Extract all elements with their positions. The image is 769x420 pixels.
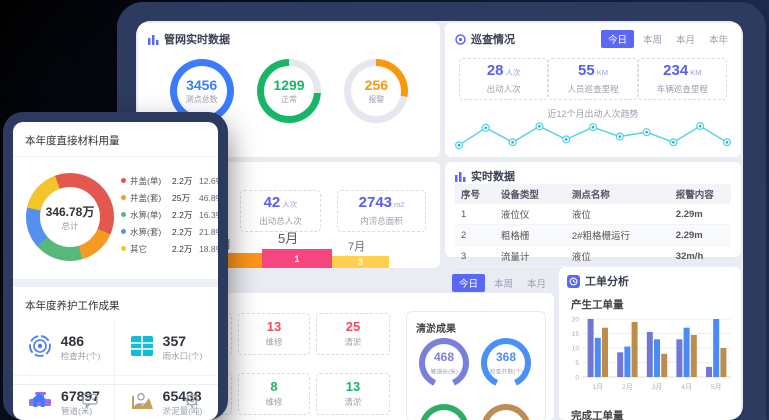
section-divider: [13, 279, 218, 287]
target-circle-icon: [455, 33, 466, 45]
svg-text:3月: 3月: [652, 383, 663, 391]
stat-flood-area: 2743 m2 内涝总面积: [337, 190, 426, 232]
tab-week[interactable]: 本周: [494, 279, 514, 290]
dredge-result-card: 清淤成果 468 管道长(米) 368 检查井数(个): [406, 311, 546, 420]
legend-dot: [121, 178, 126, 183]
table-row: 1 液位仪 液位 2.29m: [455, 204, 731, 225]
stat-dredge-2: 13 清淤: [316, 373, 390, 415]
chart-title-completed: 完成工单量: [571, 410, 624, 420]
chart-title-generated: 产生工单量: [571, 299, 624, 311]
user-icon: [134, 393, 148, 408]
patrol-trend-line-chart: [454, 122, 732, 150]
workorder-bar-chart: 0 5 10 15 20 1月 2月 3月 4月 5月: [572, 316, 731, 391]
work-panel-title: 本年度养护工作成果: [25, 300, 120, 312]
home-icon: [31, 393, 46, 407]
sludge-icon: [129, 390, 155, 417]
rank-month-3: 7月: [348, 241, 366, 253]
svg-text:5: 5: [575, 360, 579, 367]
legend-dot: [121, 195, 126, 200]
panel-title: 巡查情况: [471, 34, 515, 46]
bar-chart-icon: [148, 34, 159, 45]
donut-total: 346.78万: [45, 204, 95, 219]
gauge-cut-green: [419, 404, 469, 420]
dashboard-device-frame: 管网实时数据 3456 测点总数 1299 正常 256 报警 巡查情况: [117, 2, 766, 420]
nav-settings[interactable]: [167, 391, 218, 409]
panel-patrol: 巡查情况 今日 本周 本月 本年 28 人次 出动人次 55 KM 人员巡查里程 2…: [445, 23, 741, 157]
panel-title: 实时数据: [471, 171, 515, 183]
svg-text:0: 0: [575, 374, 579, 381]
tab-week[interactable]: 本周: [642, 35, 662, 46]
svg-text:4月: 4月: [681, 383, 692, 391]
grid-inlet-icon: [129, 334, 155, 363]
phone-bottom-nav: [13, 384, 218, 420]
legend-dot: [121, 212, 126, 217]
panel-title: 管网实时数据: [164, 34, 230, 46]
material-panel-title: 本年度直接材料用量: [13, 122, 218, 157]
panel-workorder: 工单分析 产生工单量 0 5 10 15 20 1月 2月 3月 4月 5月 完成工单量: [559, 267, 741, 420]
legend-dot: [121, 246, 126, 251]
gauge-normal: 1299 正常: [256, 59, 321, 123]
nav-profile[interactable]: [116, 391, 167, 409]
nav-messages[interactable]: [64, 391, 115, 409]
gauge-manhole-count: 368 检查井数(个): [481, 338, 531, 388]
rank-bar-3: 3: [332, 256, 389, 268]
tab-year[interactable]: 本年: [708, 35, 728, 46]
table-row: 3 流量计 液位 32m/h: [455, 245, 731, 267]
table-header-row: 序号 设备类型 测点名称 报警内容: [455, 184, 731, 204]
stat-repair-1: 13 维修: [238, 313, 310, 355]
gauge-cut-brown: [481, 404, 531, 420]
svg-text:1月: 1月: [593, 383, 604, 391]
panel-title: 工单分析: [585, 276, 629, 288]
gauge-pipe-length: 468 管道长(米): [419, 338, 469, 388]
rank-month-1: 5月: [278, 231, 299, 246]
tab-today[interactable]: 今日: [452, 274, 486, 292]
alarm-table: 序号 设备类型 测点名称 报警内容 1 液位仪 液位 2.29m 2 粗格栅 2#粗格…: [455, 184, 731, 267]
chat-icon: [82, 393, 98, 409]
bar-chart-icon: [455, 171, 466, 182]
work-results-grid: 486 检查井(个) 357 雨水口(个) 67897 管道(米) 65438 淤泥量(…: [13, 321, 218, 420]
panel-realtime-table: 实时数据 序号 设备类型 测点名称 报警内容 1 液位仪 液位 2.29m 2 粗格栅…: [445, 162, 741, 267]
work-item-manhole: 486 检查井(个): [13, 321, 115, 376]
dashboard: 管网实时数据 3456 测点总数 1299 正常 256 报警 巡查情况: [136, 21, 743, 420]
trend-title: 近12个月出动人次趋势: [547, 109, 639, 119]
clock-square-icon: [567, 274, 580, 288]
svg-text:2月: 2月: [622, 383, 633, 391]
legend-dot: [121, 229, 126, 234]
manhole-target-icon: [27, 333, 53, 364]
svg-text:15: 15: [572, 331, 580, 338]
stat-total-dispatch: 42 人次 出动总人次: [239, 190, 322, 232]
tab-month[interactable]: 本月: [675, 35, 695, 46]
svg-text:10: 10: [572, 345, 580, 352]
rank-bar-1: 1: [262, 249, 332, 268]
svg-text:5月: 5月: [711, 383, 722, 391]
material-donut-chart: 346.78万 总计: [26, 173, 114, 261]
stat-repair-2: 8 维修: [238, 373, 310, 415]
svg-text:20: 20: [572, 316, 580, 323]
stat-dispatch-count: 28 人次 出动人次: [459, 58, 549, 100]
tab-today[interactable]: 今日: [600, 30, 634, 48]
stat-dredge-1: 25 清淤: [316, 313, 390, 355]
gear-icon: [184, 392, 200, 408]
stat-vehicle-km: 234 KM 车辆巡查里程: [637, 58, 727, 100]
work-item-sludge: 65438 淤泥量(吨): [115, 376, 216, 420]
gauge-alarm: 256 报警: [344, 59, 409, 123]
tab-month[interactable]: 本月: [527, 279, 547, 290]
nav-home[interactable]: [13, 391, 64, 409]
table-row: 2 粗格栅 2#粗格栅运行 2.29m: [455, 224, 731, 246]
work-item-inlet: 357 雨水口(个): [115, 321, 216, 376]
patrol-period-tabs: 今日 本周 本月 本年: [600, 30, 733, 48]
stat-person-km: 55 KM 人员巡查里程: [548, 58, 638, 100]
donut-total-label: 总计: [61, 220, 79, 231]
